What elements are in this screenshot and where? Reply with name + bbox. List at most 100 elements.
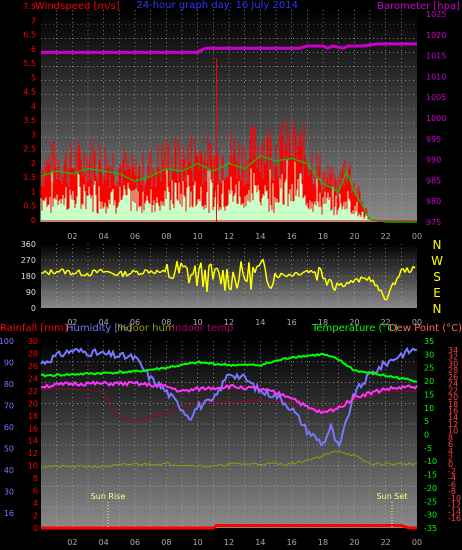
wind-direction-segment <box>296 272 300 276</box>
wind-direction-segment <box>300 271 304 275</box>
dewpoint-tick: -2 <box>448 467 456 476</box>
windspeed-tick: 2 <box>31 159 36 168</box>
wind-direction-segment <box>196 269 200 286</box>
x-tick-label: 12 <box>224 232 234 241</box>
dewpoint-tick: -16 <box>448 514 461 523</box>
barometer-axis-label: Barometer [hpa] <box>377 1 460 12</box>
windspeed-tick: 3.5 <box>23 116 36 125</box>
dewpoint-tick: 20 <box>448 393 458 402</box>
wind-direction-segment <box>212 268 216 280</box>
wind-direction-segment <box>186 268 190 284</box>
x-tick-label: 18 <box>318 538 328 547</box>
x-tick-label: 08 <box>161 232 171 241</box>
direction-degree-tick: 270 <box>21 256 36 265</box>
windspeed-tick: 5 <box>31 73 36 82</box>
legend-indoor-hum: Indoor hum <box>117 323 175 334</box>
temperature-tick: 15 <box>424 390 434 399</box>
windspeed-axis-label: Windspeed [m/s] <box>35 1 120 12</box>
humidity-tick: 40 <box>4 466 14 475</box>
wind-direction-segment <box>150 270 154 274</box>
wind-direction-segment <box>210 263 214 280</box>
rainfall-tick: 22 <box>28 387 38 396</box>
wind-panel-data <box>40 42 417 223</box>
wind-direction-segment <box>200 262 204 288</box>
temperature-tick: 25 <box>424 364 434 373</box>
temperature-tick: 5 <box>424 417 429 426</box>
wind-direction-segment <box>178 262 182 274</box>
dewpoint-tick: 8 <box>448 433 453 442</box>
x-tick-label: 16 <box>287 538 297 547</box>
wind-direction-segment <box>310 269 314 274</box>
humidity-tick: 70 <box>4 402 14 411</box>
rainfall-tick: 30 <box>28 337 38 346</box>
wind-direction-segment <box>302 270 306 274</box>
wind-direction-segment <box>396 276 400 279</box>
x-tick-label: 14 <box>255 232 265 241</box>
wind-direction-segment <box>58 268 62 273</box>
wind-direction-segment <box>126 273 130 277</box>
barometer-tick: 990 <box>426 156 441 165</box>
wind-direction-segment <box>180 262 184 268</box>
x-tick-label: 10 <box>193 318 203 327</box>
wind-direction-segment <box>172 272 176 279</box>
x-tick-label: 16 <box>287 318 297 327</box>
wind-direction-segment <box>112 273 116 276</box>
humidity-tick: 16 <box>4 509 14 518</box>
wind-direction-segment <box>70 272 74 276</box>
dewpoint-tick: 6 <box>448 440 453 449</box>
x-tick-label: 20 <box>349 318 359 327</box>
wind-direction-segment <box>358 276 362 283</box>
wind-direction-segment <box>360 276 364 279</box>
x-tick-label: 04 <box>99 538 109 547</box>
sunrise-label: Sun Rise <box>91 492 126 501</box>
wind-direction-segment <box>394 278 398 286</box>
wind-direction-segment <box>232 271 236 280</box>
dewpoint-tick: -12 <box>448 501 461 510</box>
humidity-tick: 50 <box>4 445 14 454</box>
rainfall-tick: 10 <box>28 462 38 471</box>
rainfall-tick: 2 <box>33 512 38 521</box>
barometer-tick: 1020 <box>426 31 446 40</box>
x-tick-label: 12 <box>224 538 234 547</box>
wind-direction-segment <box>106 270 110 273</box>
x-tick-label: 22 <box>381 232 391 241</box>
wind-direction-segment <box>266 280 270 287</box>
wind-direction-segment <box>408 271 412 274</box>
wind-direction-segment <box>318 266 322 271</box>
wind-direction-segment <box>226 269 230 289</box>
windspeed-tick: 3 <box>31 130 36 139</box>
wind-direction-segment <box>230 271 234 291</box>
wind-direction-segment <box>90 269 94 276</box>
barometer-tick: 985 <box>426 176 441 185</box>
rainfall-tick: 26 <box>28 362 38 371</box>
dewpoint-tick: 26 <box>448 373 458 382</box>
windspeed-tick: 5.5 <box>23 59 36 68</box>
temperature-tick: -5 <box>424 444 432 453</box>
barometer-line <box>41 42 417 54</box>
wind-direction-segment <box>116 272 120 277</box>
wind-direction-segment <box>342 285 346 288</box>
wind-direction-segment <box>86 272 90 277</box>
barometer-tick: 995 <box>426 135 441 144</box>
x-tick-label: 06 <box>130 538 140 547</box>
wind-direction-segment <box>140 272 144 275</box>
rainfall-tick: 14 <box>28 437 38 446</box>
wind-direction-segment <box>132 269 136 273</box>
wind-direction-segment <box>188 274 192 284</box>
wind-direction-segment <box>334 282 338 291</box>
barometer-tick: 1005 <box>426 93 446 102</box>
chart-title: 24-hour graph day: 16 July 2014 <box>136 0 298 11</box>
humidity-tick: 30 <box>4 488 14 497</box>
wind-direction-segment <box>320 269 324 279</box>
temp-panel-data <box>40 346 418 530</box>
wind-direction-segment <box>182 265 186 268</box>
wind-direction-segment <box>330 280 334 288</box>
wind-direction-segment <box>216 267 220 274</box>
wind-direction-segment <box>142 269 146 275</box>
dewpoint-tick: 30 <box>448 359 458 368</box>
rainfall-tick: 12 <box>28 449 38 458</box>
indoor-humidity-line <box>40 450 418 469</box>
legend-humidity: Humidity [%] <box>66 323 132 334</box>
wind-direction-segment <box>386 292 390 300</box>
wind-direction-segment <box>286 273 290 278</box>
